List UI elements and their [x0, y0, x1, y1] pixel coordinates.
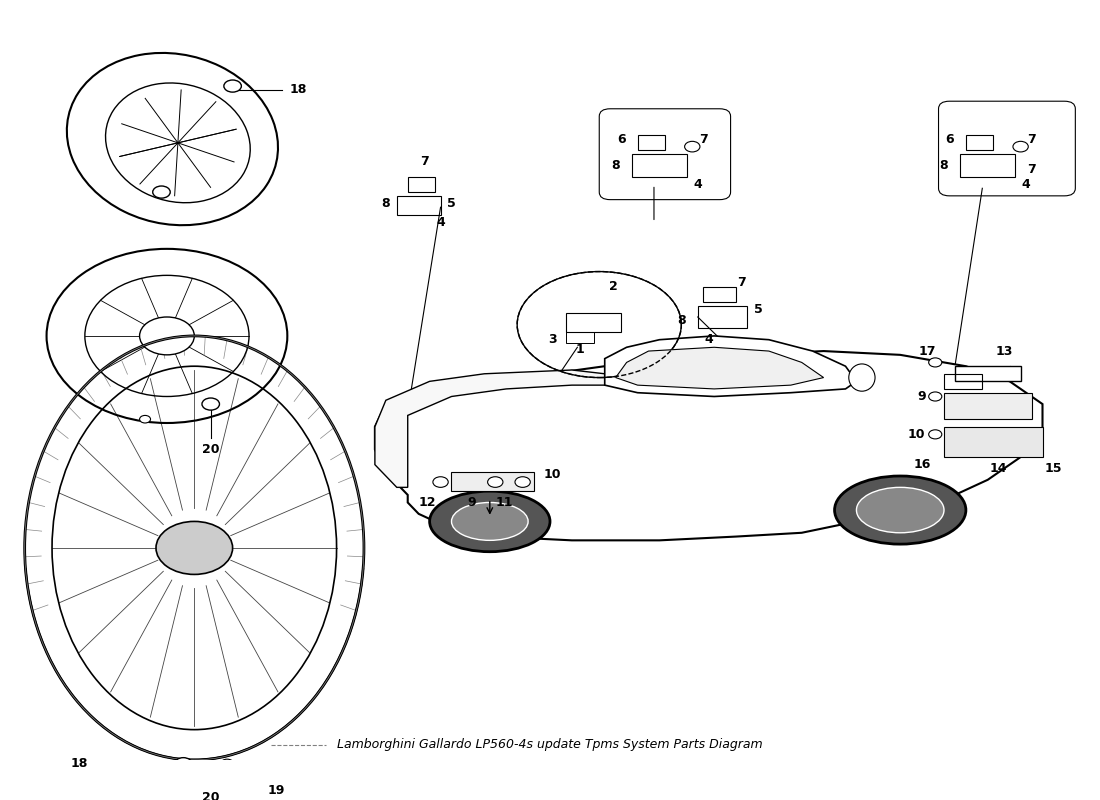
Bar — [944, 426, 1043, 457]
Bar — [451, 472, 534, 491]
Text: 4: 4 — [437, 216, 444, 229]
Polygon shape — [616, 347, 824, 389]
Bar — [960, 154, 1015, 177]
Text: Lamborghini Gallardo LP560-4s update Tpms System Parts Diagram: Lamborghini Gallardo LP560-4s update Tpm… — [338, 738, 762, 751]
Text: 15: 15 — [1045, 462, 1063, 475]
Text: 4: 4 — [1022, 178, 1031, 191]
Text: 8: 8 — [612, 159, 620, 172]
Polygon shape — [955, 366, 1021, 382]
Ellipse shape — [857, 487, 944, 533]
Text: 7: 7 — [737, 277, 746, 290]
Text: 6: 6 — [617, 133, 626, 146]
Bar — [966, 135, 993, 150]
Circle shape — [221, 759, 233, 768]
Polygon shape — [375, 370, 605, 487]
Text: 7: 7 — [1027, 163, 1036, 176]
Text: 7: 7 — [1027, 133, 1036, 146]
Text: 8: 8 — [676, 314, 685, 327]
Ellipse shape — [430, 491, 550, 552]
Ellipse shape — [451, 502, 528, 540]
Bar — [397, 196, 441, 214]
Text: 4: 4 — [693, 178, 702, 191]
Circle shape — [1013, 142, 1028, 152]
Text: 16: 16 — [913, 458, 931, 471]
Bar — [566, 314, 621, 332]
Bar — [632, 154, 686, 177]
Bar — [697, 306, 747, 328]
Text: 19: 19 — [267, 784, 285, 797]
Circle shape — [433, 477, 448, 487]
Text: 11: 11 — [495, 496, 513, 509]
Text: 2: 2 — [609, 280, 618, 294]
Text: 7: 7 — [420, 155, 429, 168]
Bar — [638, 135, 664, 150]
Circle shape — [140, 415, 151, 423]
Text: 8: 8 — [939, 159, 948, 172]
Text: 13: 13 — [996, 345, 1013, 358]
Text: 3: 3 — [548, 334, 557, 346]
Polygon shape — [605, 336, 857, 397]
Ellipse shape — [849, 364, 876, 391]
Text: 9: 9 — [466, 496, 475, 509]
Bar — [566, 332, 594, 343]
Text: 14: 14 — [990, 462, 1008, 475]
Text: 5: 5 — [754, 303, 762, 316]
Text: 10: 10 — [908, 428, 925, 441]
Circle shape — [928, 392, 942, 401]
Circle shape — [684, 142, 700, 152]
Text: 4: 4 — [704, 334, 713, 346]
Circle shape — [140, 317, 195, 355]
Text: 7: 7 — [698, 133, 707, 146]
Text: 20: 20 — [202, 443, 220, 456]
Bar — [408, 177, 436, 192]
Ellipse shape — [835, 476, 966, 544]
Text: 5: 5 — [447, 197, 455, 210]
Circle shape — [202, 398, 220, 410]
Text: 12: 12 — [419, 496, 437, 509]
Circle shape — [928, 358, 942, 367]
Text: 8: 8 — [382, 197, 390, 210]
Text: 10: 10 — [543, 468, 561, 481]
Text: 17: 17 — [918, 345, 936, 358]
Bar — [703, 286, 736, 302]
Text: 20: 20 — [202, 791, 220, 800]
Text: 18: 18 — [70, 758, 88, 770]
Circle shape — [175, 758, 192, 770]
Bar — [944, 393, 1032, 419]
Circle shape — [153, 186, 170, 198]
Text: 18: 18 — [289, 83, 307, 96]
Circle shape — [487, 477, 503, 487]
Bar — [944, 374, 982, 389]
Text: 1: 1 — [575, 343, 584, 356]
Circle shape — [928, 430, 942, 439]
Text: 9: 9 — [917, 390, 926, 403]
Circle shape — [156, 522, 232, 574]
Text: 6: 6 — [945, 133, 954, 146]
Circle shape — [515, 477, 530, 487]
Polygon shape — [375, 351, 1043, 540]
Circle shape — [224, 80, 241, 92]
